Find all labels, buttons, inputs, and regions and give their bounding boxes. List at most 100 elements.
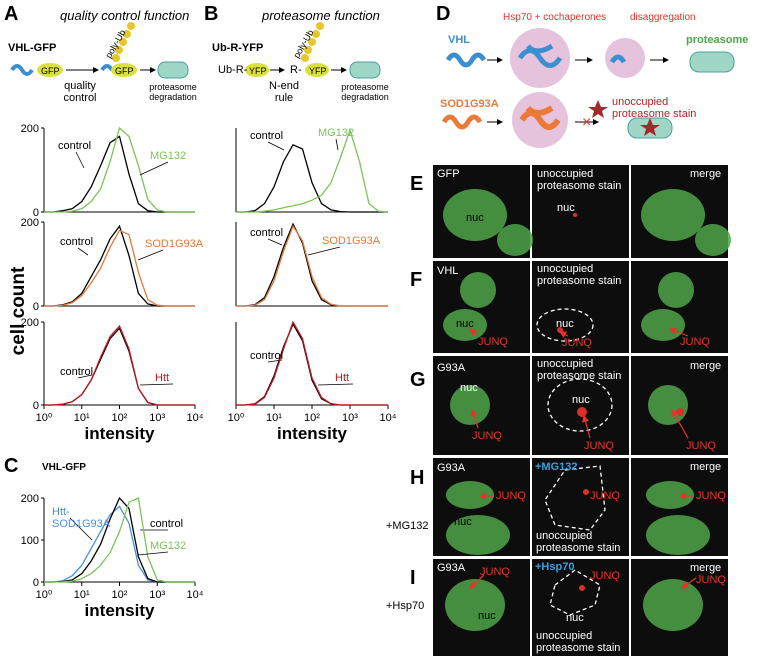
series-line <box>44 126 195 213</box>
image-label: GFP <box>437 168 460 180</box>
schematic-label: Hsp70 + cochaperones <box>503 12 607 23</box>
series-label: control <box>250 227 284 239</box>
series-line <box>44 324 195 406</box>
series-line <box>44 497 195 583</box>
y-axis-label: cell count <box>8 266 29 355</box>
image-label: unoccupied proteasome stain <box>536 530 621 554</box>
schematic-label: proteasome degradation <box>149 82 197 102</box>
series-label: MG132 <box>150 150 187 162</box>
image-label: unoccupied proteasome stain <box>536 630 621 654</box>
y-tick-label: 0 <box>33 301 39 313</box>
series-line <box>44 229 195 307</box>
x-tick-label: 10² <box>304 412 320 424</box>
image-label: nuc <box>478 610 496 622</box>
image-label: nuc <box>566 612 584 624</box>
panel-letter: G <box>410 369 426 391</box>
image-label: +MG132 <box>535 461 578 473</box>
schematic-label: R- <box>290 64 302 76</box>
panel-letter: H <box>410 467 425 489</box>
panel-letter: I <box>410 567 416 589</box>
series-label: SOD1G93A <box>145 238 204 250</box>
schematic-label: N-end rule <box>269 80 299 104</box>
label-leader <box>75 151 85 169</box>
series-line <box>236 224 388 307</box>
x-tick-label: 10⁰ <box>36 412 53 424</box>
series-label: Htt-SOD1G93A <box>52 506 111 530</box>
label-leader <box>267 238 283 246</box>
y-tick-label: 0 <box>33 400 39 412</box>
schematic-label: unoccupied proteasome stain <box>612 96 697 120</box>
x-tick-label: 10⁴ <box>380 412 397 424</box>
schematic-label: YFP <box>309 66 327 76</box>
x-tick-label: 10² <box>112 412 128 424</box>
schematic-label: VHL <box>448 34 470 46</box>
x-axis-label: intensity <box>277 424 347 443</box>
series-label: MG132 <box>150 540 187 552</box>
label-leader <box>139 383 174 386</box>
series-label: control <box>58 140 92 152</box>
panel-title: quality control function <box>60 8 190 23</box>
treatment-label: +Hsp70 <box>386 600 425 612</box>
schematic-label: disaggregation <box>630 12 696 23</box>
schematic-label: SOD1G93A <box>440 98 499 110</box>
series-line <box>236 127 389 213</box>
image-label: merge <box>690 360 722 372</box>
x-tick-label: 10¹ <box>266 412 282 424</box>
label-leader <box>77 374 93 379</box>
construct-label: VHL-GFP <box>42 462 86 473</box>
image-label: nuc <box>556 318 574 330</box>
image-label: VHL <box>437 265 459 277</box>
x-tick-label: 10⁰ <box>36 589 53 601</box>
image-label: unoccupied proteasome stain <box>537 263 622 287</box>
label-leader <box>137 249 164 261</box>
label-leader <box>317 383 354 386</box>
treatment-label: +MG132 <box>386 520 429 532</box>
image-label: G93A <box>437 362 466 374</box>
schematic-label: proteasome degradation <box>341 82 389 102</box>
image-label: merge <box>690 168 722 180</box>
micrographs <box>433 165 731 656</box>
series-label: control <box>60 366 94 378</box>
image-label: nuc <box>557 202 575 214</box>
schematic-a <box>10 22 189 79</box>
series-label: control <box>250 130 284 142</box>
image-label: JUNQ <box>590 490 620 502</box>
series-line <box>236 320 388 406</box>
x-tick-label: 10² <box>112 589 128 601</box>
label-leader <box>69 517 93 541</box>
label-leader <box>335 138 339 151</box>
series-line <box>236 322 388 406</box>
x-tick-label: 10⁴ <box>187 412 204 424</box>
panel-letter: C <box>4 455 19 477</box>
image-label: +Hsp70 <box>535 561 575 573</box>
x-axis-label: intensity <box>85 424 155 443</box>
schematic-label: quality control <box>63 80 97 104</box>
image-label: unoccupied proteasome stain <box>537 168 622 192</box>
svg-text:×: × <box>582 114 591 131</box>
series-line <box>236 143 388 213</box>
panel-letter: B <box>204 3 219 25</box>
y-tick-label: 0 <box>33 207 39 219</box>
x-tick-label: 10¹ <box>74 412 90 424</box>
y-tick-label: 200 <box>21 317 39 329</box>
image-label: JUNQ <box>478 336 508 348</box>
x-tick-label: 10³ <box>149 412 165 424</box>
image-label: JUNQ <box>562 337 592 349</box>
y-tick-label: 200 <box>21 493 39 505</box>
image-label: JUNQ <box>472 430 502 442</box>
image-label: G93A <box>437 462 466 474</box>
panel-title: proteasome function <box>262 8 380 23</box>
image-label: JUNQ <box>480 566 510 578</box>
panel-letter: F <box>410 269 423 291</box>
schematic-label: GFP <box>41 66 60 76</box>
series-label: Htt <box>155 372 170 384</box>
image-label: JUNQ <box>696 490 726 502</box>
x-tick-label: 10³ <box>342 412 358 424</box>
image-label: JUNQ <box>584 440 614 452</box>
panel-letter: E <box>410 173 424 195</box>
image-label: JUNQ <box>590 570 620 582</box>
y-tick-label: 200 <box>21 123 39 135</box>
